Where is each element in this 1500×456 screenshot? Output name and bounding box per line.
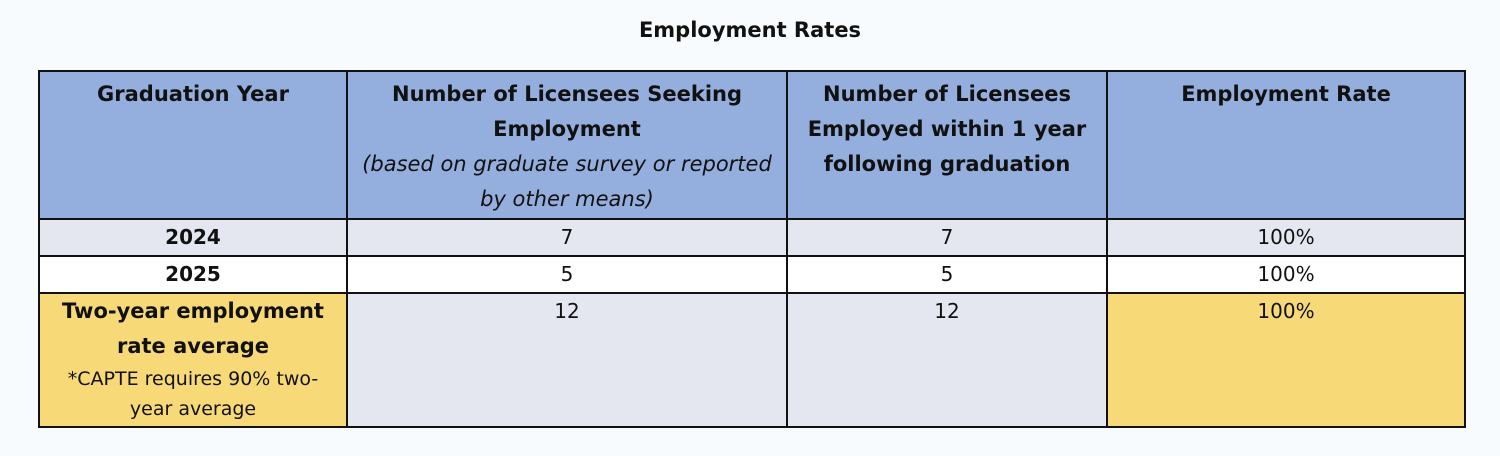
cell: 7	[786, 218, 1108, 257]
cell-text: Two-year employment rate average	[62, 299, 324, 358]
data-row: 2025 5 5 100%	[38, 255, 1466, 294]
header-text: Number of Licensees Employed within 1 ye…	[807, 82, 1087, 176]
cell: 5	[786, 255, 1108, 294]
header-cell: Number of Licensees Employed within 1 ye…	[786, 70, 1108, 220]
cell: 12	[346, 292, 788, 428]
header-note: (based on graduate survey or reported by…	[362, 152, 772, 211]
header-text: Graduation Year	[97, 82, 289, 106]
data-row: 2024 7 7 100%	[38, 218, 1466, 257]
employment-table: Graduation Year Number of Licensees Seek…	[38, 70, 1466, 428]
cell: 100%	[1106, 218, 1466, 257]
header-cell: Employment Rate	[1106, 70, 1466, 220]
cell: 12	[786, 292, 1108, 428]
cell: 2025	[38, 255, 348, 294]
cell: 7	[346, 218, 788, 257]
header-cell: Graduation Year	[38, 70, 348, 220]
average-row: Two-year employment rate average *CAPTE r…	[38, 292, 1466, 428]
header-text: Employment Rate	[1181, 82, 1391, 106]
cell-note: *CAPTE requires 90% two-year average	[67, 368, 319, 420]
cell: 5	[346, 255, 788, 294]
header-cell: Number of Licensees Seeking Employment (b…	[346, 70, 788, 220]
title: Employment Rates	[638, 18, 862, 42]
cell: Two-year employment rate average *CAPTE r…	[38, 292, 348, 428]
header-text: Number of Licensees Seeking Employment	[392, 82, 742, 141]
cell: 2024	[38, 218, 348, 257]
cell: 100%	[1106, 255, 1466, 294]
cell: 100%	[1106, 292, 1466, 428]
header-row: Graduation Year Number of Licensees Seek…	[38, 70, 1466, 220]
